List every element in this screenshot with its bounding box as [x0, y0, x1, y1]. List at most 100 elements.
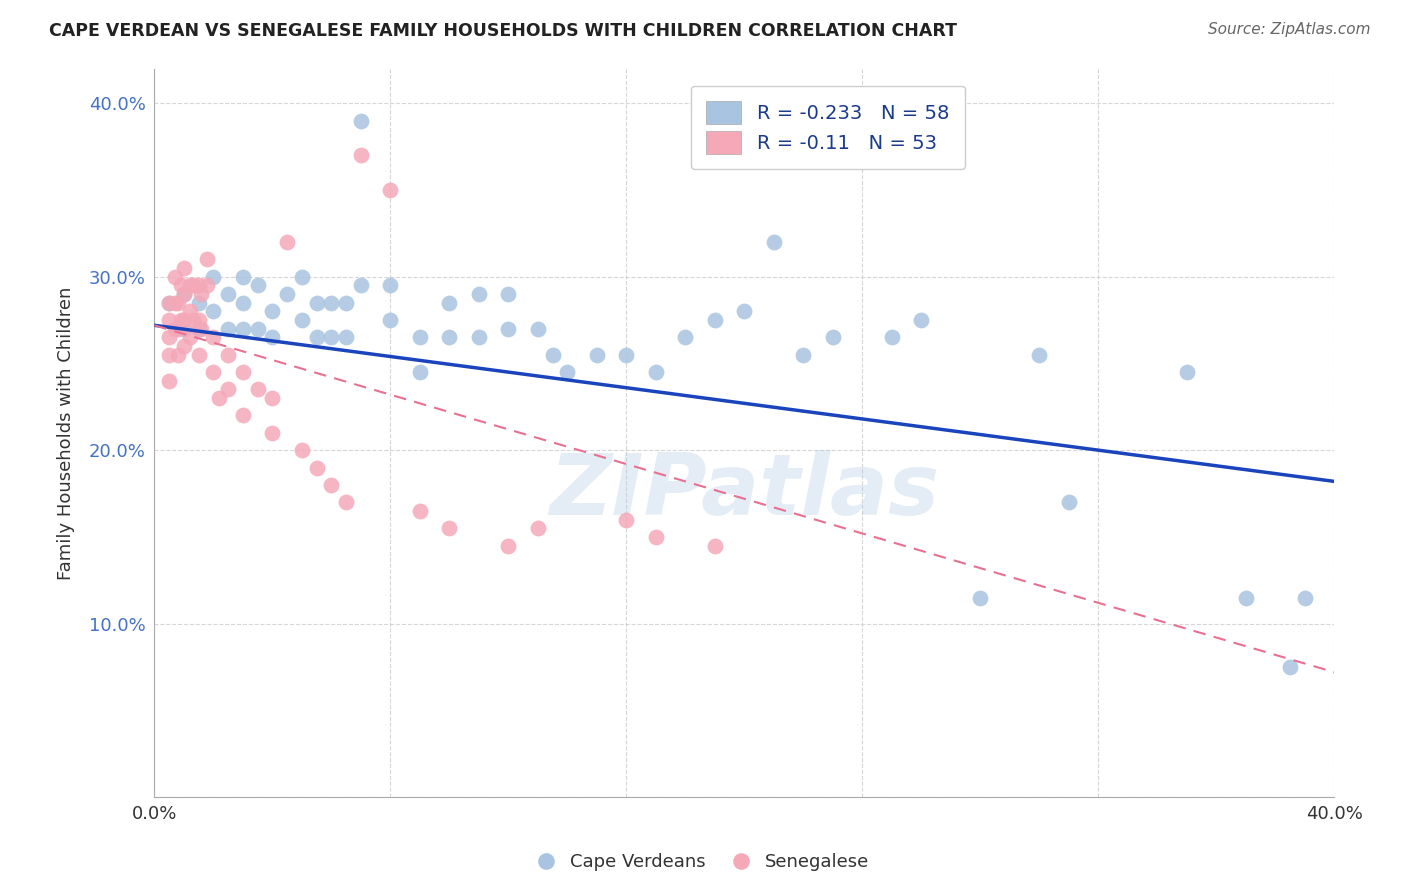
Point	[232, 295, 254, 310]
Point	[276, 235, 298, 249]
Point	[163, 322, 186, 336]
Point	[1175, 365, 1198, 379]
Point	[439, 330, 461, 344]
Point	[335, 495, 357, 509]
Point	[170, 278, 193, 293]
Point	[246, 278, 269, 293]
Point	[498, 287, 520, 301]
Point	[614, 348, 637, 362]
Point	[187, 313, 209, 327]
Point	[276, 287, 298, 301]
Point	[157, 374, 180, 388]
Point	[208, 391, 231, 405]
Point	[157, 295, 180, 310]
Point	[291, 443, 314, 458]
Point	[157, 313, 180, 327]
Point	[733, 304, 755, 318]
Point	[167, 295, 190, 310]
Point	[557, 365, 579, 379]
Point	[217, 383, 239, 397]
Point	[173, 313, 195, 327]
Point	[305, 460, 328, 475]
Point	[409, 365, 432, 379]
Point	[195, 278, 218, 293]
Point	[673, 330, 696, 344]
Point	[167, 348, 190, 362]
Point	[350, 113, 373, 128]
Point	[498, 539, 520, 553]
Point	[910, 313, 932, 327]
Point	[305, 330, 328, 344]
Point	[262, 304, 284, 318]
Point	[157, 295, 180, 310]
Point	[232, 409, 254, 423]
Point	[173, 339, 195, 353]
Point	[170, 313, 193, 327]
Point	[217, 322, 239, 336]
Point	[262, 391, 284, 405]
Point	[232, 322, 254, 336]
Point	[821, 330, 844, 344]
Point	[167, 322, 190, 336]
Point	[232, 365, 254, 379]
Point	[380, 313, 402, 327]
Text: CAPE VERDEAN VS SENEGALESE FAMILY HOUSEHOLDS WITH CHILDREN CORRELATION CHART: CAPE VERDEAN VS SENEGALESE FAMILY HOUSEH…	[49, 22, 957, 40]
Point	[217, 287, 239, 301]
Point	[409, 504, 432, 518]
Legend: R = -0.233   N = 58, R = -0.11   N = 53: R = -0.233 N = 58, R = -0.11 N = 53	[690, 86, 965, 169]
Text: Source: ZipAtlas.com: Source: ZipAtlas.com	[1208, 22, 1371, 37]
Point	[541, 348, 564, 362]
Point	[190, 322, 212, 336]
Point	[527, 521, 550, 535]
Point	[163, 295, 186, 310]
Point	[173, 287, 195, 301]
Point	[350, 278, 373, 293]
Point	[232, 269, 254, 284]
Point	[217, 348, 239, 362]
Point	[163, 269, 186, 284]
Point	[179, 330, 201, 344]
Point	[179, 278, 201, 293]
Point	[173, 260, 195, 275]
Point	[305, 295, 328, 310]
Point	[321, 330, 343, 344]
Point	[792, 348, 814, 362]
Point	[190, 287, 212, 301]
Point	[181, 313, 204, 327]
Point	[585, 348, 607, 362]
Point	[291, 269, 314, 284]
Point	[246, 383, 269, 397]
Y-axis label: Family Households with Children: Family Households with Children	[58, 286, 75, 580]
Point	[614, 512, 637, 526]
Point	[1028, 348, 1050, 362]
Point	[1057, 495, 1080, 509]
Point	[157, 330, 180, 344]
Point	[644, 530, 666, 544]
Point	[969, 591, 991, 605]
Point	[202, 365, 225, 379]
Point	[703, 313, 725, 327]
Point	[380, 278, 402, 293]
Point	[439, 521, 461, 535]
Point	[409, 330, 432, 344]
Point	[262, 330, 284, 344]
Point	[439, 295, 461, 310]
Point	[187, 348, 209, 362]
Point	[1234, 591, 1257, 605]
Point	[195, 252, 218, 267]
Point	[498, 322, 520, 336]
Point	[157, 348, 180, 362]
Point	[762, 235, 785, 249]
Point	[187, 278, 209, 293]
Point	[202, 330, 225, 344]
Point	[1294, 591, 1316, 605]
Point	[291, 313, 314, 327]
Point	[202, 269, 225, 284]
Point	[321, 295, 343, 310]
Point	[880, 330, 903, 344]
Point	[321, 478, 343, 492]
Point	[468, 287, 491, 301]
Point	[173, 287, 195, 301]
Point	[380, 183, 402, 197]
Point	[335, 330, 357, 344]
